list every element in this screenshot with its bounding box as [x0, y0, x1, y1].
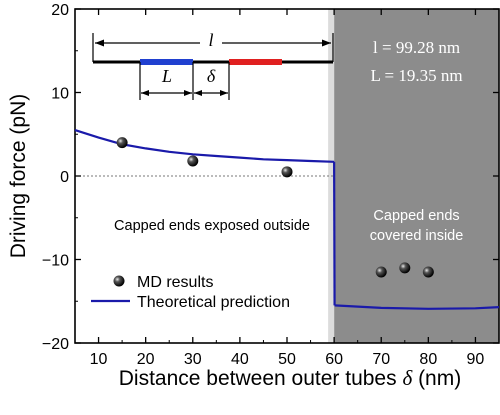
legend-theory-label: Theoretical prediction: [137, 294, 290, 311]
theory-line-inside: [334, 304, 500, 310]
inset-l-arrowhead-right: [322, 39, 331, 47]
y-tick-label: 20: [51, 2, 69, 19]
axis-ticks: [74, 8, 500, 344]
legend: MD results Theoretical prediction: [91, 274, 290, 311]
x-axis-title: Distance between outer tubes δ (nm): [119, 366, 461, 390]
x-tick-label: 80: [419, 351, 437, 368]
md-point: [399, 262, 411, 274]
inset-L-arrowhead-left: [141, 90, 149, 96]
inset-label-l: l: [208, 30, 213, 50]
y-tick-label: 10: [51, 86, 69, 103]
shaded-region: [334, 9, 499, 343]
legend-md-marker: [113, 275, 125, 287]
x-axis-title-text: Distance between outer tubes: [119, 367, 397, 390]
theory-line-outside: [74, 129, 335, 163]
inset-delta-arrowhead-left: [194, 90, 202, 96]
y-axis-title: Driving force (pN): [7, 94, 30, 259]
inset-L-arrowhead-right: [184, 90, 192, 96]
inset-l-arrowhead-left: [95, 39, 104, 47]
inset-label-L: L: [161, 66, 172, 86]
x-tick-label: 10: [90, 351, 108, 368]
param-L: L = 19.35 nm: [371, 66, 463, 85]
md-point: [375, 266, 387, 278]
x-tick-label: 90: [467, 351, 485, 368]
md-point: [187, 155, 199, 167]
y-tick-label: −10: [42, 253, 69, 270]
md-points: [116, 137, 434, 278]
y-tick-label: −20: [42, 336, 69, 353]
inset-label-delta: δ: [207, 66, 216, 86]
x-tick-label: 50: [278, 351, 296, 368]
axis-tick-labels: 10 20 30 40 50 60 70 80 90 20 10 0 −10 −20: [42, 2, 485, 368]
x-tick-label: 40: [231, 351, 249, 368]
x-axis-title-unit: (nm): [418, 367, 461, 390]
y-tick-label: 0: [60, 169, 69, 186]
param-l: l = 99.28 nm: [373, 38, 460, 57]
x-tick-label: 20: [137, 351, 155, 368]
x-tick-label: 60: [325, 351, 343, 368]
inset-delta-arrowhead-right: [220, 90, 228, 96]
md-point: [422, 266, 434, 278]
annotation-outside: Capped ends exposed outside: [114, 218, 310, 234]
md-point: [116, 137, 128, 149]
annotation-inside-line2: covered inside: [370, 228, 464, 244]
legend-md-label: MD results: [137, 274, 213, 291]
x-tick-label: 70: [372, 351, 390, 368]
annotation-inside-line1: Capped ends: [373, 208, 459, 224]
md-point: [281, 166, 293, 178]
inset-diagram: l L δ: [92, 30, 334, 100]
x-tick-label: 30: [184, 351, 202, 368]
inset-l-label-bg: [200, 30, 222, 50]
x-axis-title-symbol: δ: [402, 366, 413, 390]
